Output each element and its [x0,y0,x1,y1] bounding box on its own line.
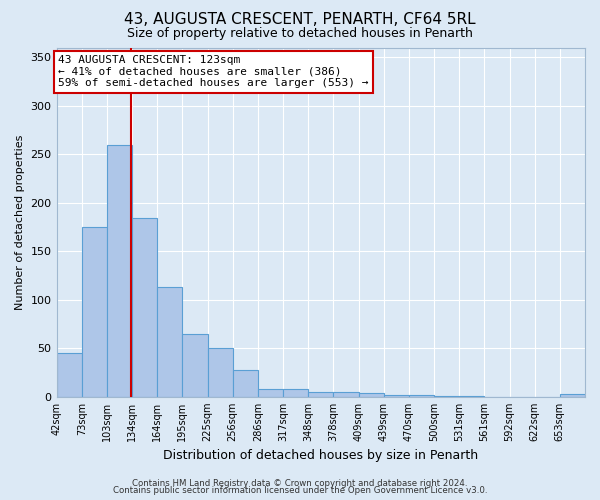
Bar [107,144,132,397]
Bar [359,393,383,397]
Bar [132,218,157,397]
Bar [434,396,459,397]
Text: 43 AUGUSTA CRESCENT: 123sqm
← 41% of detached houses are smaller (386)
59% of se: 43 AUGUSTA CRESCENT: 123sqm ← 41% of det… [58,56,368,88]
Bar [56,353,82,397]
Bar [182,334,208,397]
Text: Contains public sector information licensed under the Open Government Licence v3: Contains public sector information licen… [113,486,487,495]
Text: 43, AUGUSTA CRESCENT, PENARTH, CF64 5RL: 43, AUGUSTA CRESCENT, PENARTH, CF64 5RL [124,12,476,28]
Bar [82,227,107,397]
Bar [334,392,359,397]
Bar [308,392,334,397]
Bar [283,389,308,397]
Bar [459,396,484,397]
Bar [383,395,409,397]
Bar [560,394,585,397]
Y-axis label: Number of detached properties: Number of detached properties [15,134,25,310]
Bar [157,287,182,397]
Bar [208,348,233,397]
Text: Contains HM Land Registry data © Crown copyright and database right 2024.: Contains HM Land Registry data © Crown c… [132,478,468,488]
Bar [409,395,434,397]
X-axis label: Distribution of detached houses by size in Penarth: Distribution of detached houses by size … [163,450,478,462]
Text: Size of property relative to detached houses in Penarth: Size of property relative to detached ho… [127,28,473,40]
Bar [258,389,283,397]
Bar [233,370,258,397]
